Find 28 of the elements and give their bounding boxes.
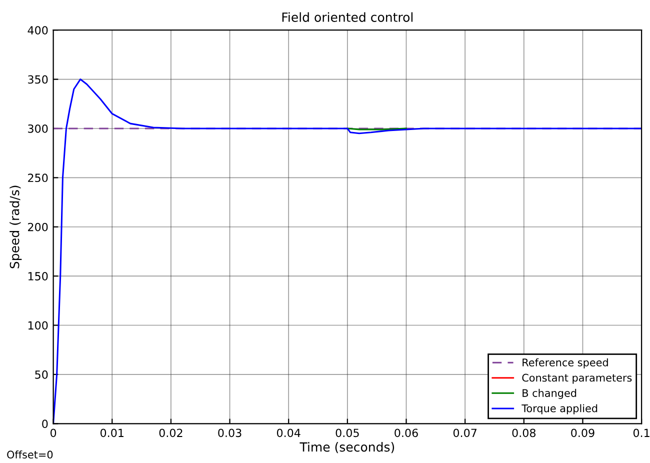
y-tick-label: 50 bbox=[35, 370, 48, 379]
legend-label: Torque applied bbox=[522, 404, 598, 414]
x-tick-label: 0.01 bbox=[100, 428, 124, 438]
y-tick-label: 250 bbox=[28, 174, 48, 182]
y-tick-label: 350 bbox=[28, 75, 48, 84]
x-tick-label: 0.09 bbox=[571, 428, 594, 438]
legend-label: Constant parameters bbox=[522, 374, 632, 384]
x-tick-label: 0.08 bbox=[512, 428, 536, 438]
chart-title: Field oriented control bbox=[282, 12, 413, 22]
x-tick-label: 0.06 bbox=[394, 428, 418, 438]
y-tick-label: 150 bbox=[28, 272, 48, 280]
y-tick-label: 200 bbox=[28, 222, 48, 232]
y-tick-label: 100 bbox=[28, 321, 48, 330]
x-tick-label: 0.02 bbox=[159, 428, 182, 438]
y-axis-title: Speed (rad/s) bbox=[10, 186, 22, 268]
x-tick-label: 0.1 bbox=[633, 428, 650, 438]
x-axis-title: Time (seconds) bbox=[300, 442, 394, 454]
legend-label: Reference speed bbox=[522, 358, 608, 368]
x-tick-label: 0.04 bbox=[276, 428, 300, 438]
y-tick-label: 300 bbox=[28, 124, 48, 133]
x-tick-label: 0.03 bbox=[218, 428, 242, 438]
legend-label: B changed bbox=[522, 388, 576, 399]
x-tick-label: 0.07 bbox=[453, 428, 476, 438]
text: Offset=0 bbox=[7, 450, 53, 459]
x-tick-label: 0.05 bbox=[336, 428, 359, 438]
y-tick-label: 0 bbox=[42, 420, 48, 428]
x-tick-label: 0 bbox=[50, 428, 56, 438]
y-tick-label: 400 bbox=[28, 26, 48, 34]
